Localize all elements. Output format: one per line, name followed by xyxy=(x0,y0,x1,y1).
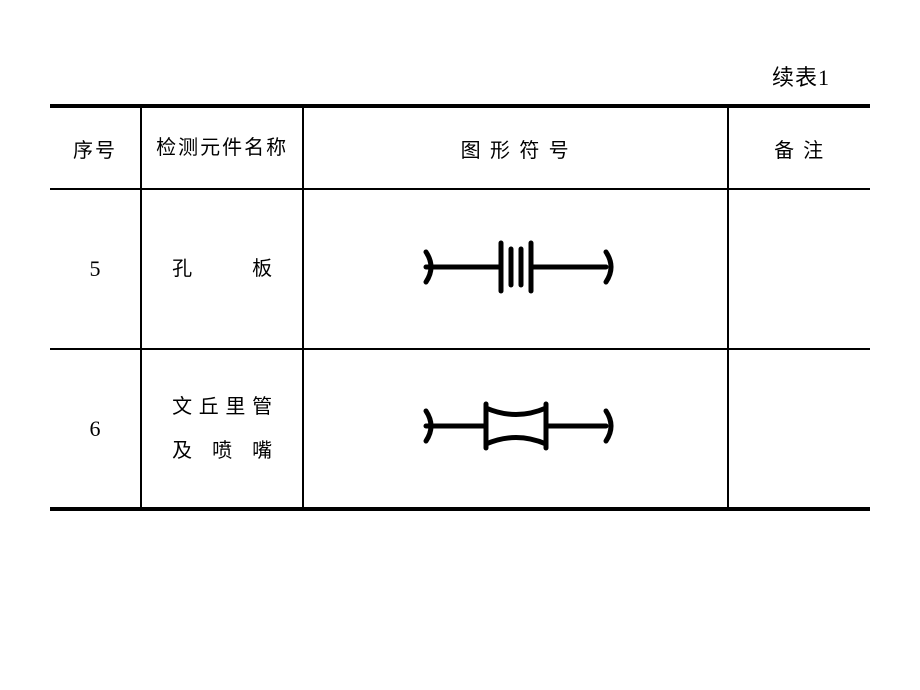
cell-seq-6: 6 xyxy=(50,349,141,509)
cell-seq-5: 5 xyxy=(50,189,141,349)
orifice-plate-icon xyxy=(386,232,646,302)
cell-symbol-6 xyxy=(303,349,728,509)
cell-name-6: 文丘里管 及 喷 嘴 xyxy=(141,349,303,509)
col-header-symbol: 图 形 符 号 xyxy=(303,106,728,189)
table-row: 6 文丘里管 及 喷 嘴 xyxy=(50,349,870,509)
symbol-table: 序号 检测元件名称 图 形 符 号 备 注 5 孔 板 xyxy=(50,104,870,511)
cell-remark-5 xyxy=(728,189,870,349)
col-header-remark: 备 注 xyxy=(728,106,870,189)
cell-remark-6 xyxy=(728,349,870,509)
table-header-row: 序号 检测元件名称 图 形 符 号 备 注 xyxy=(50,106,870,189)
col-header-name: 检测元件名称 xyxy=(141,106,303,189)
venturi-nozzle-icon xyxy=(386,391,646,461)
table-row: 5 孔 板 xyxy=(50,189,870,349)
cell-name-5: 孔 板 xyxy=(141,189,303,349)
cell-symbol-5 xyxy=(303,189,728,349)
table-caption: 续表1 xyxy=(50,60,830,92)
col-header-seq: 序号 xyxy=(50,106,141,189)
